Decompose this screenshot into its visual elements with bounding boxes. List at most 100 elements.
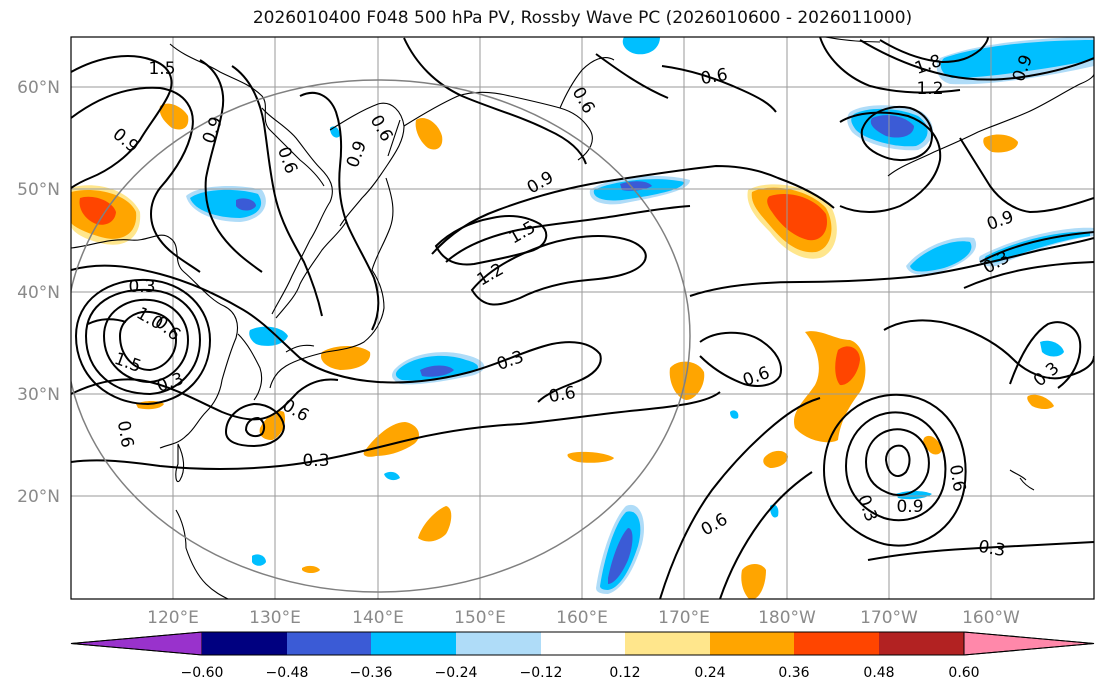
contour-label: 1.5 bbox=[506, 217, 539, 248]
contour-label: 1.5 bbox=[148, 59, 175, 79]
colorbar-extend-max bbox=[963, 631, 1095, 656]
contour-label: 0.3 bbox=[853, 492, 881, 524]
colorbar-swatch bbox=[710, 632, 794, 655]
contour-label-text: 1.2 bbox=[916, 79, 943, 99]
contour-label: 0.9 bbox=[524, 167, 557, 198]
colorbar-tick-label: −0.24 bbox=[435, 665, 478, 681]
coastlines bbox=[71, 37, 1094, 599]
positive-anomaly bbox=[923, 435, 942, 455]
positive-anomaly bbox=[79, 196, 116, 225]
positive-anomaly bbox=[418, 506, 452, 542]
contour-label-text: 0.6 bbox=[113, 419, 137, 449]
lat-tick-label: 40°N bbox=[17, 283, 60, 303]
contour-label: 0.9 bbox=[984, 207, 1016, 235]
contour-label: 0.3 bbox=[977, 537, 1007, 561]
negative-anomaly bbox=[236, 198, 256, 211]
negative-anomaly bbox=[622, 37, 660, 55]
lon-tick-label: 130°E bbox=[249, 608, 301, 628]
colorbar-tick-label: 0.36 bbox=[778, 665, 809, 681]
positive-anomaly bbox=[741, 564, 766, 599]
contour-label: 0.6 bbox=[273, 144, 301, 176]
colorbar-swatch bbox=[371, 632, 456, 655]
contour-label-text: 0.9 bbox=[199, 114, 227, 146]
colorbar-tick-label: −0.12 bbox=[520, 665, 563, 681]
contour-label: 0.6 bbox=[113, 419, 137, 449]
positive-anomaly bbox=[415, 117, 443, 150]
lon-tick-label: 170°W bbox=[860, 608, 918, 628]
colorbar-tick-label: 0.12 bbox=[609, 665, 640, 681]
contour-label-text: 0.6 bbox=[699, 65, 729, 89]
negative-anomaly bbox=[190, 189, 262, 218]
colorbar: −0.60 −0.48 −0.36 −0.24 −0.12 0.12 0.24 0.36 0.4… bbox=[70, 631, 1095, 681]
positive-anomaly bbox=[767, 194, 828, 241]
positive-anomaly bbox=[259, 410, 286, 440]
contour-label: 0.3 bbox=[302, 451, 329, 471]
contour-label: 0.6 bbox=[547, 383, 577, 407]
negative-anomaly bbox=[252, 554, 266, 566]
colorbar-swatch bbox=[794, 632, 879, 655]
colorbar-swatch bbox=[625, 632, 710, 655]
contour-label: 0.6 bbox=[698, 509, 731, 540]
contour-label: 0.6 bbox=[568, 84, 599, 117]
contour-label: 0.9 bbox=[109, 124, 143, 157]
positive-anomaly bbox=[794, 331, 866, 443]
positive-anomaly bbox=[763, 450, 788, 468]
negative-anomaly bbox=[249, 326, 288, 346]
map-area: 1.50.9 0.90.60.60.90.60.60.91.51.20.31.00… bbox=[71, 37, 1094, 599]
positive-anomaly bbox=[159, 103, 189, 130]
pv-anomaly-shading bbox=[71, 37, 1094, 599]
lon-tick-label: 160°E bbox=[556, 608, 608, 628]
negative-anomaly bbox=[1040, 340, 1064, 357]
colorbar-tick-label: −0.36 bbox=[350, 665, 393, 681]
contour-label: 0.9 bbox=[199, 114, 227, 146]
colorbar-swatch bbox=[287, 632, 371, 655]
colorbar-tick-label: 0.60 bbox=[948, 665, 979, 681]
pv-contours bbox=[71, 37, 1094, 599]
contour-label: 0.3 bbox=[128, 277, 155, 297]
contour-label-text: 0.3 bbox=[1030, 358, 1064, 391]
negative-anomaly bbox=[730, 410, 739, 419]
positive-anomaly bbox=[1027, 394, 1054, 409]
contour-label-text: 0.9 bbox=[896, 497, 923, 517]
contour-label-text: 1.5 bbox=[112, 349, 144, 377]
contour-label: 0.6 bbox=[699, 65, 729, 89]
contour-label-text: 0.9 bbox=[343, 138, 371, 170]
contour-label: 1.5 bbox=[112, 349, 144, 377]
positive-anomaly bbox=[567, 451, 614, 463]
colorbar-tick-label: −0.60 bbox=[181, 665, 224, 681]
contour-label-text: 0.6 bbox=[945, 463, 969, 493]
negative-anomaly bbox=[910, 241, 972, 272]
lat-tick-label: 30°N bbox=[17, 385, 60, 405]
colorbar-swatch bbox=[202, 632, 287, 655]
colorbar-tick-label: 0.24 bbox=[694, 665, 725, 681]
contour-label: 0.6 bbox=[740, 363, 772, 391]
contour-label: 0.3 bbox=[494, 347, 526, 375]
lon-tick-label: 170°E bbox=[658, 608, 710, 628]
colorbar-tick-label: 0.48 bbox=[863, 665, 894, 681]
colorbar-swatch bbox=[879, 632, 964, 655]
lat-tick-label: 20°N bbox=[17, 487, 60, 507]
lon-tick-label: 150°E bbox=[454, 608, 506, 628]
lon-tick-label: 120°E bbox=[147, 608, 199, 628]
contour-label: 0.6 bbox=[366, 112, 397, 145]
colorbar-swatch bbox=[456, 632, 541, 655]
negative-anomaly bbox=[870, 115, 914, 138]
contour-label-text: 0.3 bbox=[302, 451, 329, 471]
negative-anomaly bbox=[420, 365, 454, 377]
contour-label-text: 0.6 bbox=[547, 383, 577, 407]
colorbar-swatch bbox=[541, 632, 625, 655]
positive-anomaly bbox=[669, 361, 705, 400]
lon-tick-label: 180°W bbox=[758, 608, 816, 628]
contour-label-text: 0.3 bbox=[128, 277, 155, 297]
colorbar-extend-min bbox=[70, 631, 203, 656]
negative-anomaly bbox=[330, 126, 340, 138]
lon-tick-label: 140°E bbox=[352, 608, 404, 628]
contour-label: 1.2 bbox=[916, 79, 943, 99]
negative-anomaly bbox=[384, 471, 400, 481]
contour-label: 0.9 bbox=[896, 497, 923, 517]
positive-anomaly bbox=[302, 565, 320, 573]
contour-label: 0.9 bbox=[343, 138, 371, 170]
positive-anomaly bbox=[835, 346, 860, 386]
colorbar-tick-label: −0.48 bbox=[266, 665, 309, 681]
